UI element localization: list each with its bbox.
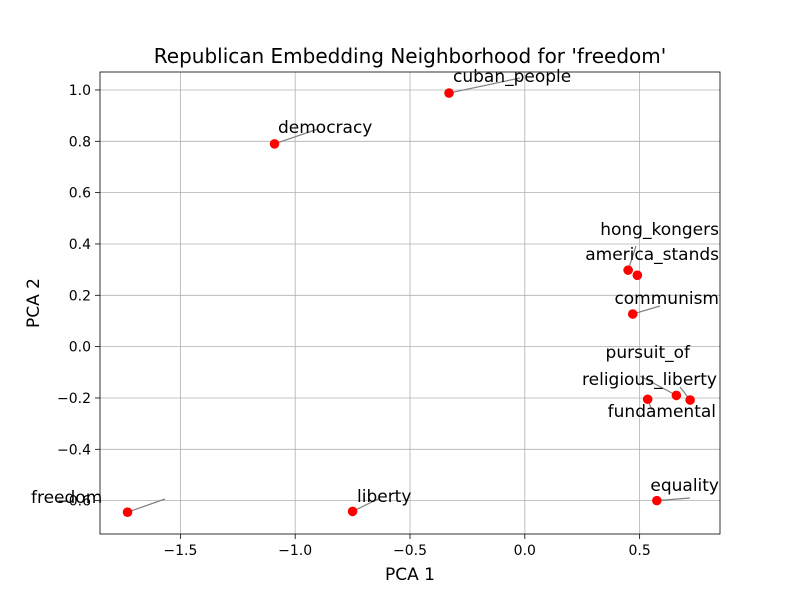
axis-ticks: −1.5 −1.0 −0.5 0.0 0.5 −0.6 −0.4 −0.2 0.0 0.2 0.4 0…	[57, 83, 651, 559]
y-tick-label: 0.4	[69, 237, 91, 253]
data-point	[671, 390, 682, 401]
data-point	[122, 507, 133, 517]
label-connector	[127, 498, 166, 513]
point-label: hong_kongers	[600, 220, 719, 240]
x-tick-label: −1.0	[278, 543, 312, 559]
label-connector	[656, 497, 691, 502]
label-connector	[274, 128, 319, 145]
data-point	[685, 395, 695, 405]
x-tick-label: −0.5	[393, 543, 427, 559]
point-label: equality	[650, 476, 719, 496]
chart-title: Republican Embedding Neighborhood for 'f…	[154, 44, 666, 68]
y-tick-label: 0.0	[69, 340, 91, 356]
data-point	[642, 394, 653, 405]
data-points	[122, 88, 695, 517]
label-connector	[352, 497, 381, 512]
data-point	[623, 265, 633, 275]
point-label: america_stands	[585, 245, 719, 265]
data-point	[632, 270, 643, 281]
y-tick-label: −0.4	[57, 442, 91, 458]
data-point	[652, 495, 662, 506]
point-label: pursuit_of	[606, 343, 691, 363]
y-tick-label: 0.6	[69, 186, 91, 202]
point-label: democracy	[278, 118, 372, 138]
y-tick-label: 0.8	[69, 134, 91, 150]
grid-lines	[100, 72, 720, 534]
point-labels: freedom liberty democracy cuban_people hong_…	[31, 67, 719, 508]
y-tick-label: 0.2	[69, 288, 91, 304]
x-tick-label: 0.0	[514, 543, 536, 559]
y-tick-label: −0.2	[57, 391, 91, 407]
label-connector	[448, 77, 521, 94]
point-label: communism	[614, 289, 719, 309]
point-label: religious_liberty	[582, 370, 717, 390]
point-label: fundamental	[608, 402, 716, 422]
x-axis-label: PCA 1	[385, 565, 435, 585]
point-label: cuban_people	[453, 67, 571, 87]
data-point	[627, 309, 638, 319]
y-axis-label: PCA 2	[24, 278, 44, 328]
point-label: liberty	[357, 487, 411, 507]
data-point	[347, 506, 358, 517]
x-tick-label: −1.5	[163, 543, 197, 559]
y-tick-label: −0.6	[57, 494, 91, 510]
data-point	[269, 139, 280, 149]
label-connector	[639, 375, 677, 396]
y-tick-label: 1.0	[69, 83, 91, 99]
point-label: freedom	[31, 488, 102, 508]
x-tick-label: 0.5	[628, 543, 650, 559]
data-point	[444, 88, 454, 98]
